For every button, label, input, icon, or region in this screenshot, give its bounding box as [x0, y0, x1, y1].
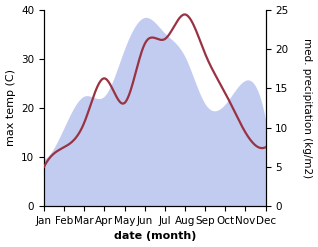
Y-axis label: max temp (C): max temp (C): [5, 69, 16, 146]
X-axis label: date (month): date (month): [114, 231, 196, 242]
Y-axis label: med. precipitation (kg/m2): med. precipitation (kg/m2): [302, 38, 313, 178]
